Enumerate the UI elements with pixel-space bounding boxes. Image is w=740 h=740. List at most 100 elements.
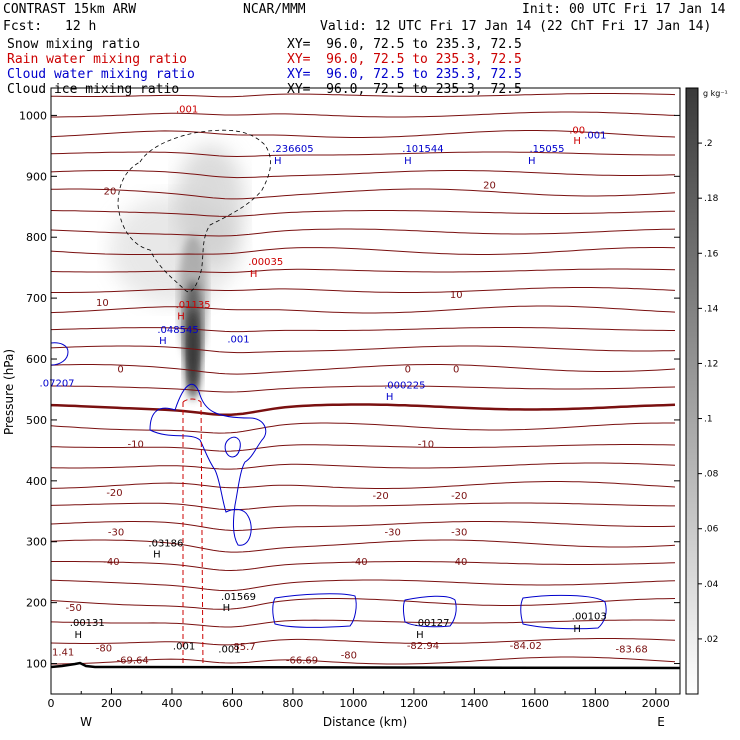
x-axis-label: Distance (km) [323,715,407,729]
y-tick-label: 1000 [19,109,47,122]
temperature-label: 0 [405,364,411,375]
colorbar-tick-label: .04 [704,580,719,590]
legend-snow-xy: XY= 96.0, 72.5 to 235.3, 72.5 [287,37,522,52]
isotherm [51,268,676,274]
isotherm [51,579,676,592]
snow-ice-label: .001 [218,645,240,656]
cloud-water-label: H [274,156,282,167]
temperature-label: 10 [96,298,109,309]
y-tick-label: 700 [26,292,47,305]
isotherm [51,111,676,118]
cloud-water-contour-east1 [272,593,357,628]
plot-frame [50,87,681,695]
legend-cloudwater-name: Cloud water mixing ratio [7,67,195,82]
temperature-contours [51,93,676,665]
rain-label: H [250,269,258,280]
colorbar-tick-label: .2 [704,139,713,149]
temperature-label: -83.68 [615,645,647,656]
temperature-label: -66.69 [286,656,318,667]
colorbar-tick-label: .14 [704,304,719,314]
y-tick-label: 200 [26,597,47,610]
y-axis-label: Pressure (hPa) [2,349,16,435]
cloud-water-label: .048545 [157,325,198,336]
colorbar-tick-label: .08 [704,470,719,480]
snow-ice-label: .001 [173,642,195,653]
legend-cloudice-name: Cloud ice mixing ratio [7,82,180,97]
temperature-label: -40 [351,557,367,568]
x-tick-label: 1200 [400,697,428,710]
cloud-water-contour-east2 [403,595,457,628]
y-tick-label: 400 [26,475,47,488]
y-tick-label: 800 [26,231,47,244]
isotherm [51,188,676,200]
colorbar [685,87,699,695]
rain-label: H [177,311,185,322]
isotherm [51,327,675,333]
isotherm [51,170,676,179]
isotherm [51,561,676,572]
isotherm [51,130,676,138]
isotherm [51,539,676,553]
isotherm [51,638,676,646]
colorbar-tick-label: .12 [704,359,718,369]
colorbar-tick-label: .02 [704,635,718,645]
legend-cloudice-xy: XY= 96.0, 72.5 to 235.3, 72.5 [287,82,522,97]
y-tick-label: 500 [26,414,47,427]
rain-label: .00 [569,126,585,137]
temperature-label: 85.7 [233,642,255,653]
isotherm [51,444,676,452]
temperature-label: -20 [451,491,467,502]
cloud-water-label: H [386,392,394,403]
snow-shading [110,145,245,400]
x-tick-label: 2000 [642,697,670,710]
y-tick-label: 300 [26,536,47,549]
legend-rain-xy: XY= 96.0, 72.5 to 235.3, 72.5 [287,52,522,67]
snow-ice-label: H [416,630,424,641]
cloud-water-contour-east3 [520,594,607,630]
colorbar-tick-label: .18 [704,194,719,204]
isotherm [51,364,676,375]
x-tick-label: 400 [161,697,182,710]
rain-label: .01135 [176,300,211,311]
model-title: CONTRAST 15km ARW [3,2,137,17]
isotherm [51,422,675,434]
isotherm [51,462,676,470]
temperature-label: -80 [96,643,112,654]
rain-contour-top [182,398,202,403]
isotherm [51,210,676,217]
isotherm [51,481,676,489]
snow-ice-label: .01569 [221,592,256,603]
isotherm [51,385,676,393]
cloud-water-label: .001 [227,335,249,346]
x-tick-label: 1000 [339,697,367,710]
snow-ice-label: H [573,624,581,635]
x-tick-label: 1400 [460,697,488,710]
colorbar-tick-label: .16 [704,249,719,259]
temperature-label: -20 [106,488,122,499]
init-time: Init: 00 UTC Fri 17 Jan 14 [522,2,726,17]
x-tick-label: 1600 [521,697,549,710]
colorbar-unit: g kg⁻¹ [703,89,728,98]
temperature-label: -30 [451,528,467,539]
cloud-water-label: .15055 [529,144,564,155]
x-tick-label: 200 [101,697,122,710]
cloud-water-contour-west [51,342,69,366]
cloud-water-label: .000225 [384,380,425,391]
temperature-label: 20 [483,180,496,191]
temperature-label: 1.41 [52,648,74,659]
x-tick-label: 600 [222,697,243,710]
isotherm [51,151,675,158]
snow-ice-label: H [74,630,82,641]
rain-label: H [573,136,581,147]
isotherm [51,598,676,610]
zero-isotherm [51,403,676,417]
cloud-water-label: H [404,156,412,167]
temperature-label: 10 [450,290,463,301]
legend-cloudwater-xy: XY= 96.0, 72.5 to 235.3, 72.5 [287,67,522,82]
y-tick-label: 100 [26,658,47,671]
isotherm [51,228,676,237]
cloud-water-label: .101544 [402,144,443,155]
colorbar-tick-label: .06 [704,525,719,535]
colorbar-tick-label: .1 [704,415,713,425]
